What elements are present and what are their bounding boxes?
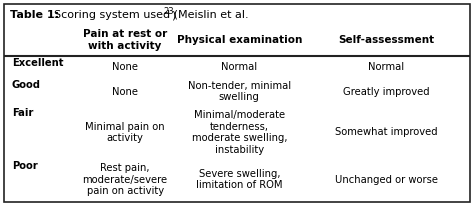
Text: Non-tender, minimal
swelling: Non-tender, minimal swelling (188, 81, 291, 102)
Text: Normal: Normal (368, 62, 404, 72)
Text: Unchanged or worse: Unchanged or worse (335, 175, 438, 185)
Text: Severe swelling,
limitation of ROM: Severe swelling, limitation of ROM (196, 169, 283, 190)
Text: Minimal/moderate
tenderness,
moderate swelling,
instability: Minimal/moderate tenderness, moderate sw… (191, 110, 287, 155)
Text: ): ) (171, 10, 175, 20)
Text: Excellent: Excellent (12, 58, 63, 68)
Text: Fair: Fair (12, 108, 33, 118)
Text: Self-assessment: Self-assessment (338, 35, 434, 45)
Text: Greatly improved: Greatly improved (343, 87, 429, 97)
Text: None: None (112, 62, 138, 72)
Text: Physical examination: Physical examination (177, 35, 302, 45)
Text: Normal: Normal (221, 62, 257, 72)
Text: None: None (112, 87, 138, 97)
Text: Pain at rest or
with activity: Pain at rest or with activity (83, 29, 167, 51)
Text: Rest pain,
moderate/severe
pain on activity: Rest pain, moderate/severe pain on activ… (82, 163, 168, 196)
Text: Scoring system used (Meislin et al.: Scoring system used (Meislin et al. (47, 10, 249, 20)
Text: Poor: Poor (12, 161, 37, 171)
Text: Somewhat improved: Somewhat improved (335, 128, 438, 137)
Text: Good: Good (12, 80, 41, 90)
Text: 23: 23 (163, 7, 173, 15)
Text: Table 1:: Table 1: (10, 10, 59, 20)
Text: Minimal pain on
activity: Minimal pain on activity (85, 122, 165, 143)
